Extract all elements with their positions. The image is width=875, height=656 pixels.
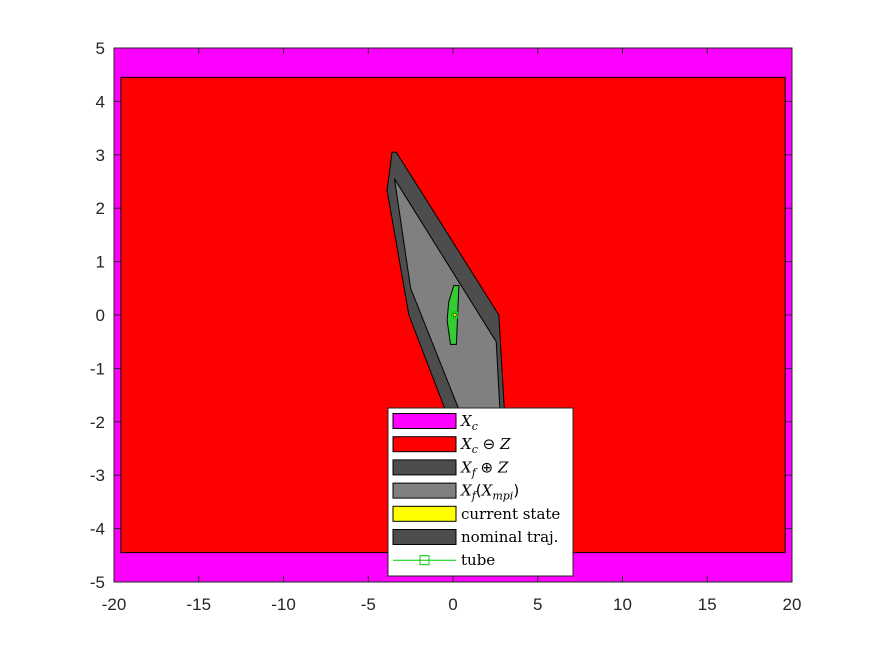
y-tick-label: 2 — [96, 199, 105, 218]
legend-label: Xc ⊖ Z — [460, 435, 511, 456]
y-tick-label: 1 — [96, 253, 105, 272]
y-tick-label: -3 — [90, 466, 105, 485]
y-tick-label: 4 — [96, 92, 105, 111]
legend-swatch — [392, 413, 457, 429]
legend-label: Xf(Xmpi) — [460, 482, 519, 503]
y-tick-label: -5 — [90, 573, 105, 592]
x-tick-label: -10 — [271, 595, 296, 614]
y-tick-label: 0 — [96, 306, 105, 325]
x-tick-label: -20 — [102, 595, 127, 614]
x-tick-label: -15 — [186, 595, 211, 614]
x-axis: -20 -15 -10 -5 0 5 10 15 20 — [102, 48, 802, 614]
x-tick-label: -5 — [361, 595, 376, 614]
y-tick-label: -2 — [90, 413, 105, 432]
x-tick-label: 10 — [613, 595, 632, 614]
legend-label: Xf ⊕ Z — [460, 458, 509, 479]
y-tick-label: 3 — [96, 146, 105, 165]
legend-swatch — [392, 482, 457, 499]
x-tick-label: 0 — [448, 595, 457, 614]
x-tick-label: 15 — [698, 595, 717, 614]
legend-label: current state — [461, 505, 560, 523]
x-tick-label: 20 — [783, 595, 802, 614]
legend-swatch — [392, 529, 457, 545]
legend-swatch — [392, 436, 457, 453]
current-state-point — [452, 313, 457, 317]
y-tick-label: -1 — [90, 359, 105, 378]
y-tick-label: 5 — [96, 39, 105, 58]
tube-marker — [451, 311, 459, 319]
legend-swatch — [392, 459, 457, 476]
legend-swatch-tube-marker — [419, 555, 430, 566]
y-axis: -5 -4 -3 -2 -1 0 1 2 3 4 5 — [90, 39, 792, 592]
y-tick-label: -4 — [90, 520, 105, 539]
x-tick-label: 5 — [533, 595, 542, 614]
legend-swatch — [392, 505, 457, 522]
legend-label: tube — [461, 551, 495, 569]
legend-label: nominal traj. — [461, 528, 558, 546]
legend-label: Xc — [460, 412, 478, 433]
